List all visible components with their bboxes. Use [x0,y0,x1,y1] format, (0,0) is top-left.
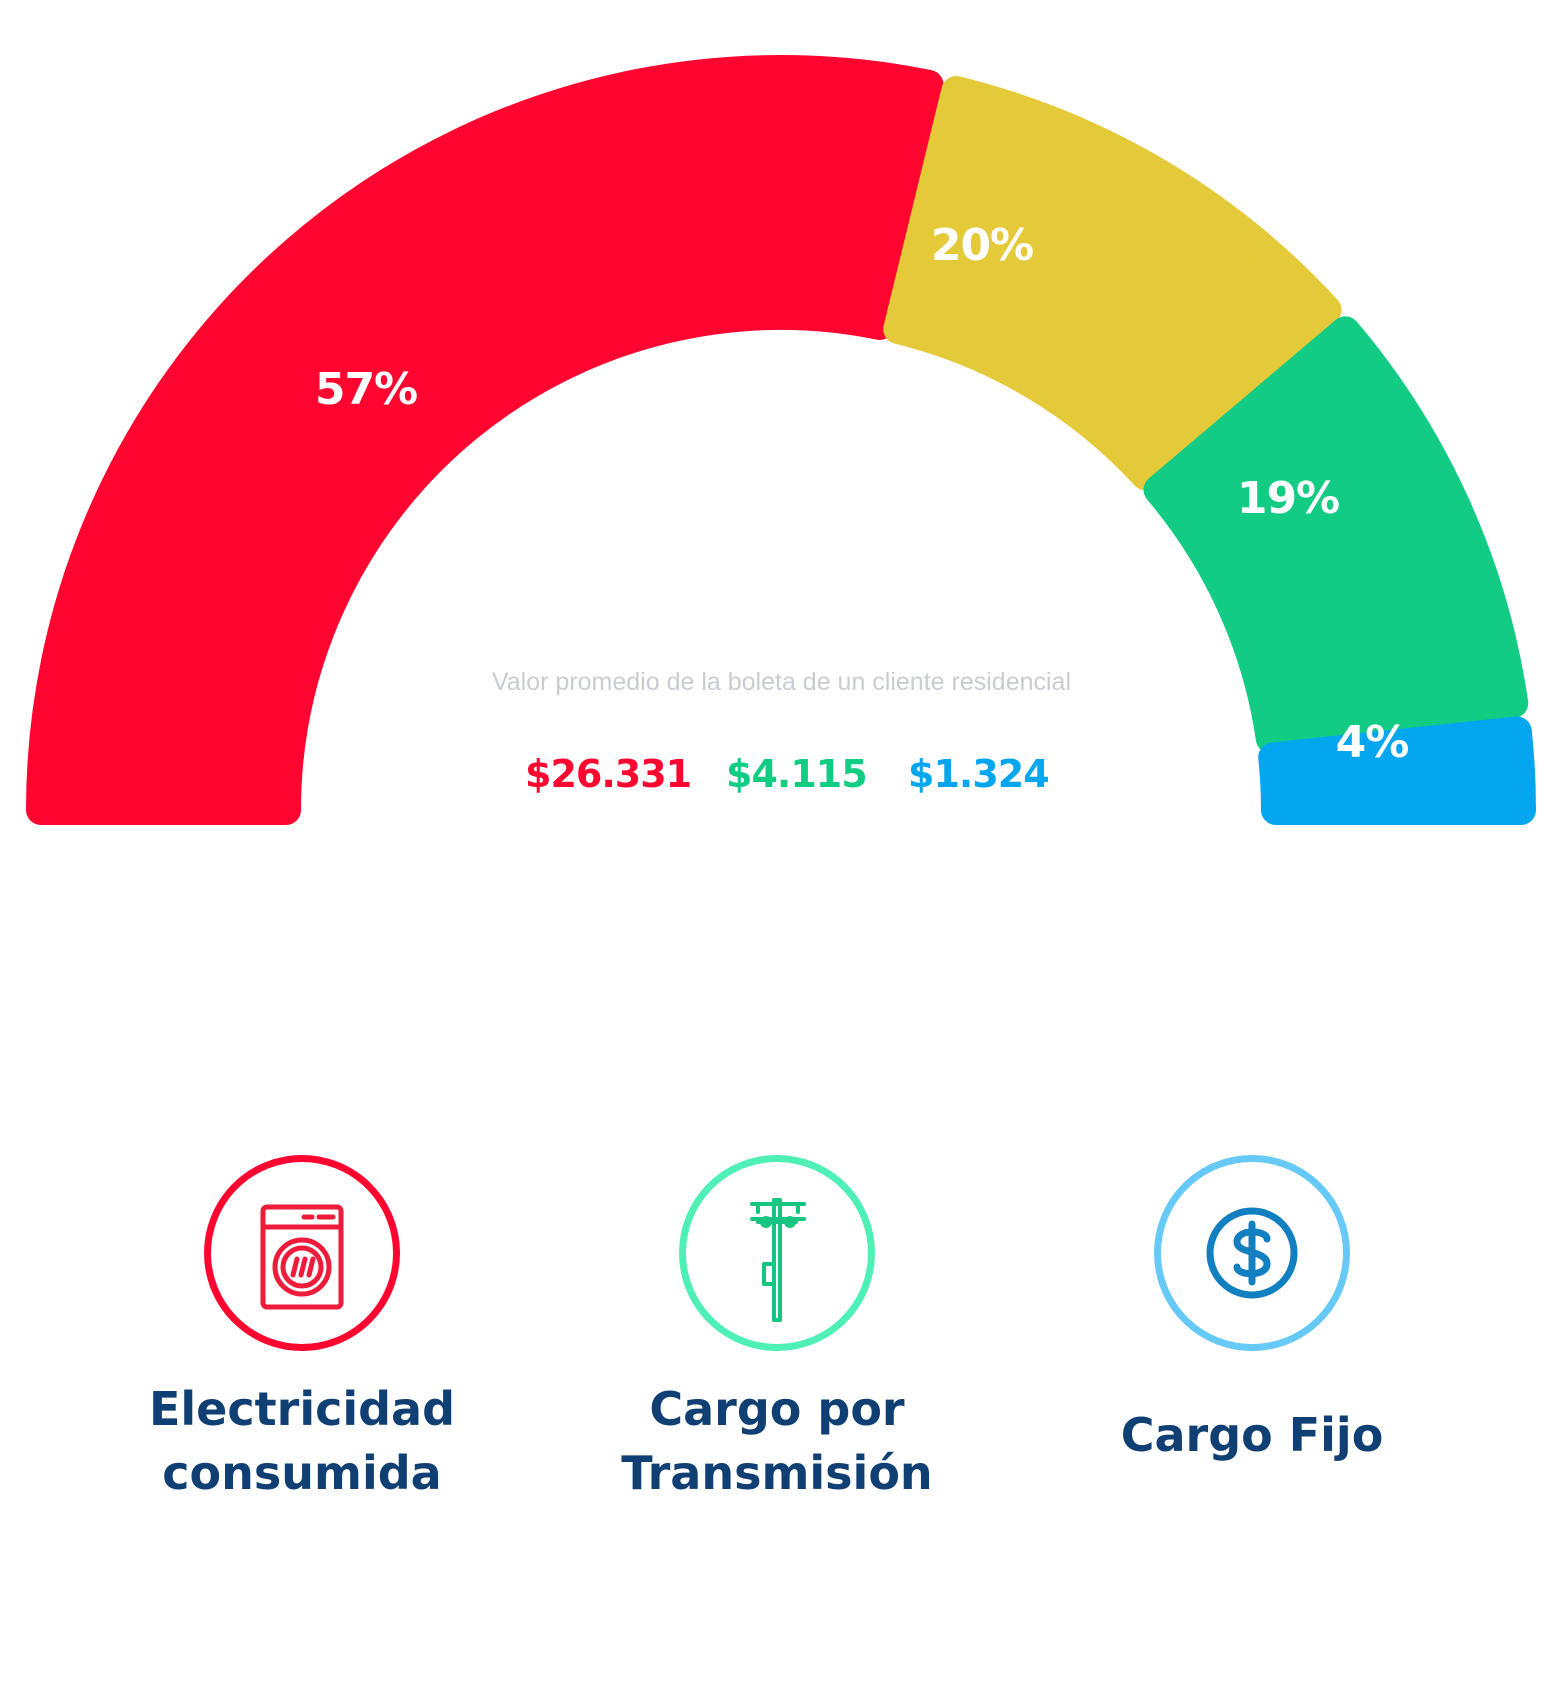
segment-label-57: 57% [315,364,417,415]
gauge-segment-20 [883,76,1342,491]
gauge-chart: 57% 20% 19% 4% [26,55,1536,825]
amount-transmision: $4.115 [726,752,868,796]
gauge-segment-cargo-fijo [1258,716,1536,825]
cargo-fijo-ring [1154,1155,1350,1351]
legend-item-transmision: Cargo por Transmisión [577,1155,977,1505]
washing-machine-icon [260,1204,344,1310]
legend-label-electricidad: Electricidad consumida [148,1382,456,1500]
gauge-segment-transmision [1143,316,1529,754]
segment-label-4: 4% [1336,717,1409,768]
segment-label-19: 19% [1237,473,1339,524]
transmision-ring [679,1155,875,1351]
legend-item-electricidad: Electricidad consumida [102,1155,502,1505]
legend-item-cargo-fijo: Cargo Fijo [1052,1155,1452,1467]
gauge-segment-electricidad [26,55,944,825]
electricidad-ring [204,1155,400,1351]
utility-pole-icon [750,1198,806,1322]
dollar-coin-icon [1206,1207,1298,1299]
chart-subtitle: Valor promedio de la boleta de un client… [491,668,1072,696]
legend-label-transmision: Cargo por Transmisión [621,1382,933,1500]
amount-cargo-fijo: $1.324 [908,752,1050,796]
segment-label-20: 20% [931,220,1033,271]
amount-electricidad: $26.331 [525,752,692,796]
legend-label-cargo-fijo: Cargo Fijo [1120,1408,1384,1462]
